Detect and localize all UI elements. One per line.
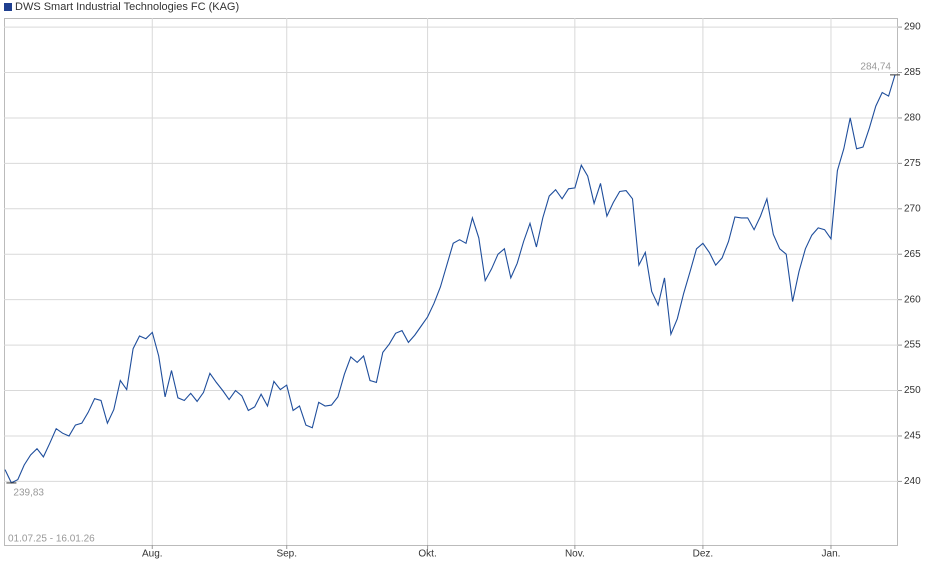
x-tick-label: Aug. xyxy=(142,549,163,560)
y-tick-label: 250 xyxy=(904,385,921,396)
y-tick-label: 290 xyxy=(904,22,921,33)
x-tick-label: Sep. xyxy=(276,549,297,560)
value-label: 239,83 xyxy=(13,488,44,499)
x-tick-label: Dez. xyxy=(693,549,714,560)
legend-swatch xyxy=(4,3,12,11)
value-label: 284,74 xyxy=(860,62,891,73)
x-tick-label: Nov. xyxy=(565,549,585,560)
plot-frame xyxy=(4,18,898,546)
y-tick-label: 240 xyxy=(904,476,921,487)
y-tick-label: 260 xyxy=(904,294,921,305)
y-tick-label: 245 xyxy=(904,431,921,442)
chart-title: DWS Smart Industrial Technologies FC (KA… xyxy=(15,1,239,13)
y-tick-label: 280 xyxy=(904,113,921,124)
y-tick-label: 285 xyxy=(904,67,921,78)
x-tick-label: Okt. xyxy=(418,549,436,560)
series-line xyxy=(4,74,896,484)
y-tick-label: 270 xyxy=(904,203,921,214)
y-tick-label: 255 xyxy=(904,340,921,351)
date-range: 01.07.25 - 16.01.26 xyxy=(8,534,95,545)
y-tick-label: 265 xyxy=(904,249,921,260)
y-tick-label: 275 xyxy=(904,158,921,169)
x-tick-label: Jan. xyxy=(822,549,841,560)
